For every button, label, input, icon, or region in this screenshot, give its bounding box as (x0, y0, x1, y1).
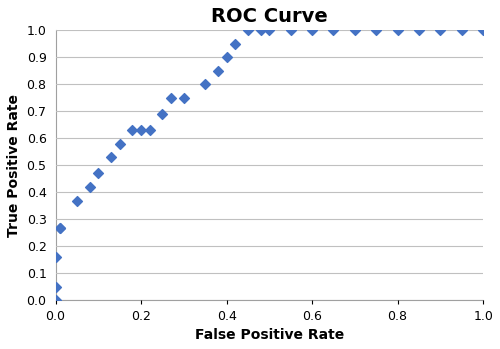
Title: ROC Curve: ROC Curve (211, 7, 328, 26)
Point (52, 254, 60, 260)
Point (116, 141, 124, 147)
Point (86, 184, 94, 190)
Point (308, 28, 316, 33)
Y-axis label: True Positive Rate: True Positive Rate (7, 94, 21, 237)
Point (330, 28, 338, 33)
Point (94, 171, 102, 176)
Point (128, 127, 136, 133)
Point (458, 28, 466, 33)
Point (107, 155, 115, 160)
Point (415, 28, 423, 33)
Point (167, 95, 175, 101)
Point (231, 41, 239, 46)
Point (52, 284, 60, 290)
Point (52, 298, 60, 303)
Point (479, 28, 487, 33)
Point (257, 28, 265, 33)
X-axis label: False Positive Rate: False Positive Rate (194, 328, 344, 342)
Point (137, 127, 145, 133)
Point (351, 28, 359, 33)
Point (222, 54, 230, 60)
Point (394, 28, 402, 33)
Point (56, 225, 64, 230)
Point (56, 225, 64, 230)
Point (244, 28, 252, 33)
Point (201, 82, 209, 87)
Point (286, 28, 294, 33)
Point (372, 28, 380, 33)
Point (436, 28, 444, 33)
Point (73, 198, 81, 203)
Point (146, 127, 154, 133)
Point (180, 95, 188, 101)
Point (158, 111, 166, 117)
Point (214, 68, 222, 74)
Point (266, 28, 274, 33)
